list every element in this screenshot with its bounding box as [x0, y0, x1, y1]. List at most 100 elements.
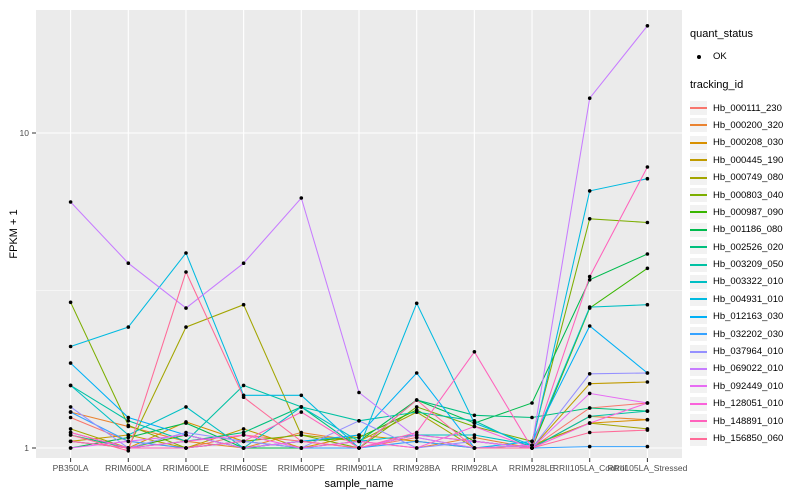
series-label: Hb_000111_230 [713, 102, 782, 114]
data-point [645, 24, 650, 28]
series-color-key [690, 205, 707, 220]
series-label: Hb_000749_080 [713, 172, 784, 184]
legend-item-Hb_128051_010: Hb_128051_010 [690, 395, 798, 412]
x-tick-label: RRIM928BA [393, 463, 441, 473]
data-point [645, 444, 650, 449]
data-point [472, 439, 477, 444]
series-line-swatch-icon [690, 107, 707, 110]
series-color-key [690, 274, 707, 289]
point-key [690, 49, 707, 65]
data-point [645, 266, 650, 271]
x-tick-label: RRII105LA_Stressed [607, 463, 687, 473]
data-point [68, 427, 73, 431]
data-point [587, 96, 592, 100]
data-point [530, 415, 534, 420]
legend-item-Hb_000445_190: Hb_000445_190 [690, 152, 798, 169]
x-tick-label: RRIM600LA [105, 463, 152, 473]
x-tick-label: RRII105LA_Control [553, 463, 627, 473]
data-point [357, 439, 361, 444]
series-line-swatch-icon [690, 333, 707, 336]
data-point [241, 427, 246, 431]
series-label: Hb_069022_010 [713, 363, 784, 375]
y-tick-label: 10 [20, 128, 30, 138]
data-point [68, 383, 73, 388]
data-point [645, 380, 650, 384]
data-point [241, 383, 246, 388]
series-line-swatch-icon [690, 159, 707, 162]
data-point [241, 433, 246, 437]
series-line-swatch-icon [690, 176, 707, 179]
legend-item-Hb_000803_040: Hb_000803_040 [690, 186, 798, 203]
data-point [472, 435, 477, 440]
y-axis-title: FPKM + 1 [8, 209, 20, 259]
series-color-key [690, 153, 707, 168]
series-color-key [690, 170, 707, 185]
series-line-swatch-icon [690, 350, 707, 353]
series-color-key [690, 222, 707, 237]
data-point [472, 413, 477, 418]
series-label: Hb_002526_020 [713, 241, 784, 253]
series-label: Hb_000208_030 [713, 137, 784, 149]
series-color-key [690, 118, 707, 133]
legend-title-tracking-id: tracking_id [690, 79, 744, 92]
data-point [126, 435, 131, 440]
legend-item-Hb_069022_010: Hb_069022_010 [690, 360, 798, 377]
legend-item-Hb_002526_020: Hb_002526_020 [690, 239, 798, 256]
legend-item-Hb_148891_010: Hb_148891_010 [690, 412, 798, 429]
data-point [414, 410, 419, 414]
data-point [530, 401, 534, 405]
legend-item-Hb_012163_030: Hb_012163_030 [690, 308, 798, 325]
data-point [472, 446, 477, 450]
legend-item-Hb_004931_010: Hb_004931_010 [690, 291, 798, 308]
data-point [299, 410, 304, 414]
data-point [357, 433, 361, 437]
legend-item-Hb_000111_230: Hb_000111_230 [690, 99, 798, 116]
legend-item-Hb_003209_050: Hb_003209_050 [690, 256, 798, 273]
legend-gap [690, 65, 798, 79]
y-tick-label: 1 [24, 443, 29, 453]
data-point [645, 302, 650, 307]
series-line-swatch-icon [690, 263, 707, 266]
data-point [414, 435, 419, 440]
series-label: Hb_148891_010 [713, 415, 784, 427]
series-line-swatch-icon [690, 194, 707, 197]
legend-item-Hb_000749_080: Hb_000749_080 [690, 169, 798, 186]
data-point [184, 306, 188, 310]
series-label: Hb_012163_030 [713, 311, 784, 323]
data-point [414, 446, 419, 450]
data-point [184, 439, 188, 444]
data-point [530, 443, 534, 448]
data-point [530, 439, 534, 444]
series-color-key [690, 257, 707, 272]
data-point [126, 325, 131, 329]
quant-status-label: OK [713, 51, 727, 63]
data-point [126, 423, 131, 428]
series-label: Hb_000200_320 [713, 119, 784, 131]
series-line-swatch-icon [690, 246, 707, 249]
legend-item-Hb_032202_030: Hb_032202_030 [690, 325, 798, 342]
data-point [68, 405, 73, 409]
series-color-key [690, 188, 707, 203]
data-point [530, 446, 534, 450]
data-point [414, 398, 419, 402]
series-label: Hb_000803_040 [713, 189, 784, 201]
series-color-key [690, 361, 707, 376]
series-line-swatch-icon [690, 228, 707, 231]
data-point [241, 446, 246, 450]
x-tick-label: RRIM928LE [509, 463, 556, 473]
data-point [241, 430, 246, 435]
series-line-swatch-icon [690, 298, 707, 301]
legend-item-Hb_156850_060: Hb_156850_060 [690, 430, 798, 447]
data-point [184, 405, 188, 409]
data-point [587, 305, 592, 309]
series-label: Hb_000445_190 [713, 154, 784, 166]
data-point [645, 165, 650, 169]
data-point [645, 401, 650, 405]
x-tick-label: RRIM600SE [220, 463, 268, 473]
series-line-swatch-icon [690, 367, 707, 370]
data-point [68, 415, 73, 420]
data-point [184, 446, 188, 450]
data-point [68, 361, 73, 365]
series-color-key [690, 292, 707, 307]
